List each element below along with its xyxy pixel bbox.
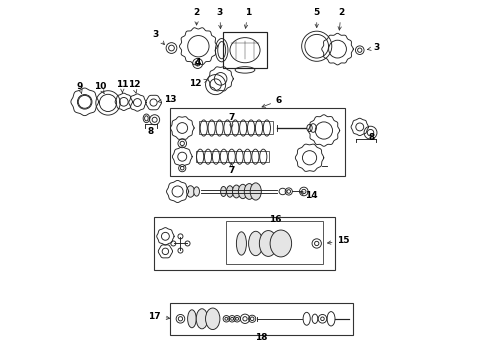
Text: 17: 17 — [148, 312, 170, 321]
Text: 18: 18 — [255, 333, 268, 342]
Ellipse shape — [259, 230, 277, 256]
Bar — [196, 150, 270, 162]
Text: 10: 10 — [94, 82, 106, 94]
Text: 2: 2 — [194, 8, 200, 25]
Text: 9: 9 — [76, 82, 82, 94]
Bar — [170, 303, 353, 335]
Text: 3: 3 — [217, 8, 223, 29]
Text: 14: 14 — [300, 191, 318, 200]
Text: 12: 12 — [127, 81, 140, 93]
Ellipse shape — [248, 231, 263, 256]
Ellipse shape — [270, 230, 292, 257]
Text: 3: 3 — [368, 43, 380, 52]
Bar — [153, 217, 335, 270]
Text: 12: 12 — [189, 79, 207, 88]
Text: 7: 7 — [228, 113, 235, 128]
Ellipse shape — [220, 186, 226, 197]
Ellipse shape — [236, 232, 246, 255]
Text: 1: 1 — [245, 8, 251, 28]
Text: 8: 8 — [147, 127, 154, 136]
Text: 7: 7 — [228, 163, 235, 175]
Ellipse shape — [226, 186, 233, 197]
Text: 5: 5 — [314, 8, 320, 28]
Ellipse shape — [232, 185, 240, 198]
Ellipse shape — [205, 308, 220, 329]
Text: 13: 13 — [158, 95, 177, 104]
Ellipse shape — [188, 310, 196, 328]
Text: 8: 8 — [368, 133, 374, 142]
Bar — [170, 108, 345, 176]
Text: 16: 16 — [269, 215, 281, 224]
Text: 15: 15 — [327, 237, 350, 246]
Bar — [223, 32, 267, 68]
Ellipse shape — [194, 187, 199, 196]
Text: 11: 11 — [116, 81, 128, 93]
Bar — [226, 221, 323, 264]
Text: 6: 6 — [262, 96, 282, 107]
Text: 4: 4 — [195, 58, 201, 67]
Ellipse shape — [250, 183, 261, 200]
Ellipse shape — [187, 186, 195, 197]
Text: 2: 2 — [338, 8, 344, 30]
Ellipse shape — [245, 184, 254, 199]
Ellipse shape — [238, 184, 247, 199]
Ellipse shape — [196, 309, 208, 329]
Bar — [199, 121, 273, 134]
Text: 3: 3 — [152, 30, 165, 45]
